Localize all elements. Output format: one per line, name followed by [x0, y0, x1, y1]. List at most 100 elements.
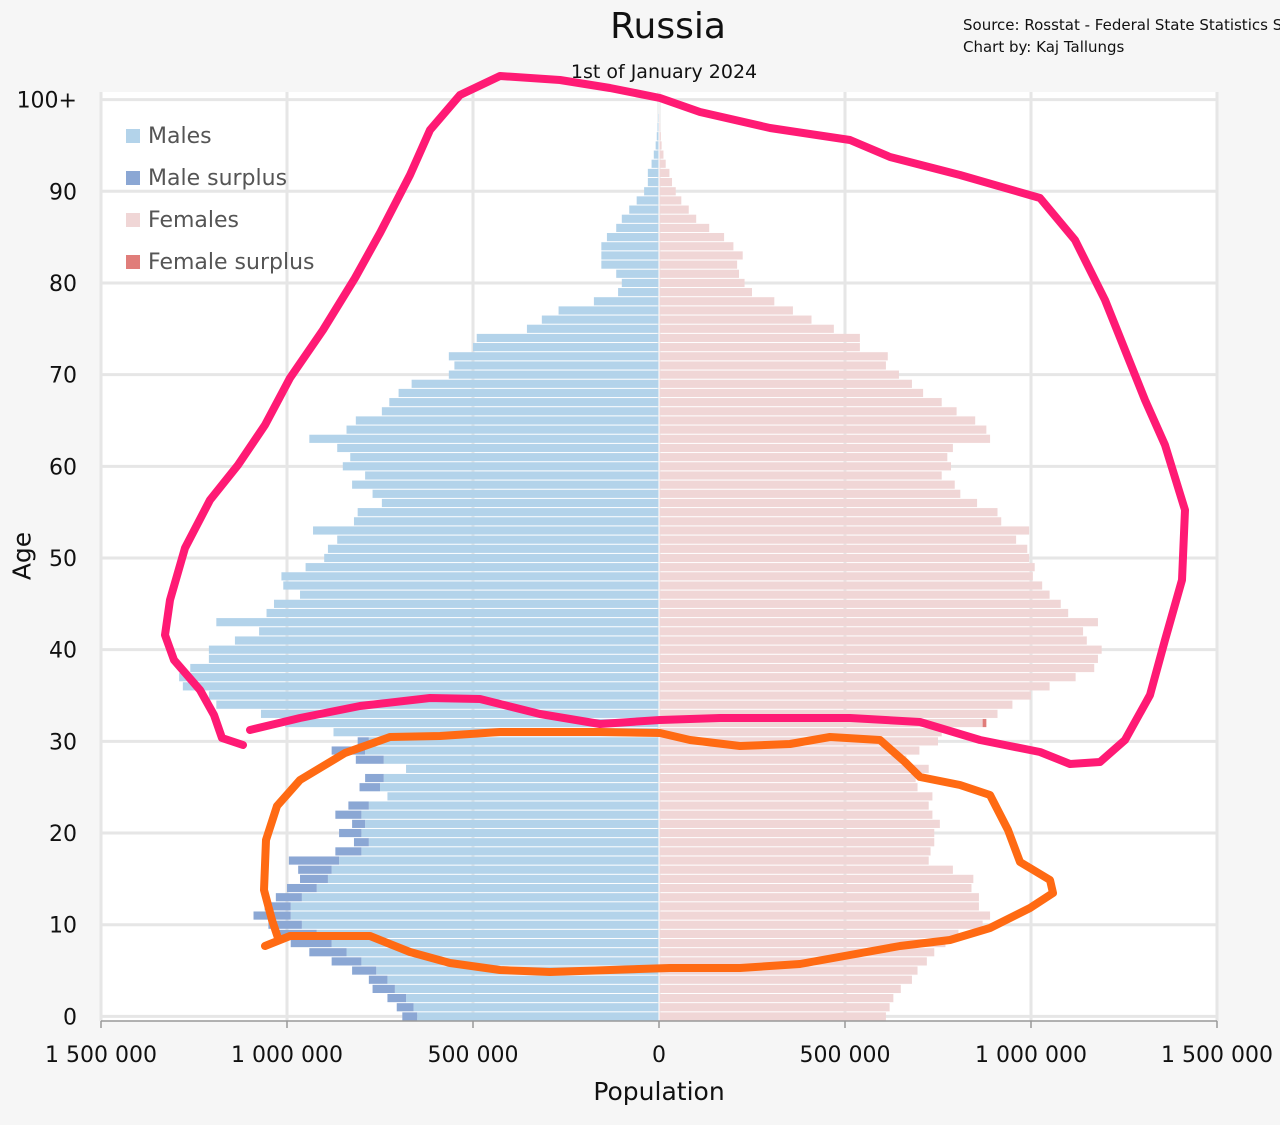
female-bar [659, 581, 1043, 590]
female-bar [659, 673, 1076, 682]
female-bar [659, 682, 1050, 691]
chart-legend: Males Male surplus Females Female surplu… [126, 115, 314, 283]
male-bar [618, 288, 659, 297]
male-surplus-bar [288, 856, 340, 865]
male-bar [601, 251, 659, 260]
male-bar [361, 847, 659, 856]
female-bar [659, 324, 834, 333]
female-bar [659, 783, 918, 792]
male-surplus-bar [287, 883, 317, 893]
male-bar [655, 141, 659, 150]
male-bar [651, 159, 659, 168]
female-bar [659, 893, 979, 902]
male-bar [301, 920, 659, 929]
female-bar [659, 187, 676, 196]
female-bar [659, 608, 1069, 618]
source-line: Source: Rosstat - Federal State Statisti… [963, 16, 1280, 34]
male-bar [387, 975, 659, 984]
legend-swatch-females [126, 213, 140, 227]
legend-label-females: Females [148, 207, 240, 233]
male-surplus-bar [359, 783, 380, 792]
female-bar [659, 709, 998, 718]
y-tick-label: 90 [49, 180, 77, 205]
male-bar [234, 636, 660, 645]
male-bar [616, 269, 659, 278]
female-surplus-bar [982, 718, 987, 728]
male-bar [473, 343, 659, 352]
male-bar [309, 434, 659, 443]
female-bar [659, 838, 935, 847]
male-bar [616, 223, 659, 233]
female-bar [659, 407, 957, 416]
female-bar [659, 471, 942, 480]
male-bar [380, 783, 659, 792]
male-surplus-bar [355, 755, 384, 764]
male-bar [331, 865, 659, 874]
female-bar [659, 618, 1098, 627]
y-tick-label: 50 [49, 547, 77, 572]
male-bar [387, 792, 659, 801]
y-axis-label: Age [7, 531, 37, 581]
legend-item-male-surplus: Male surplus [126, 157, 314, 199]
legend-item-female-surplus: Female surplus [126, 241, 314, 283]
legend-label-male-surplus: Male surplus [148, 165, 288, 191]
female-bar [659, 343, 860, 352]
female-bar [659, 865, 953, 874]
male-bar [290, 911, 659, 920]
pink-annotation-outline [161, 72, 1189, 768]
x-tick-label: 1 000 000 [231, 1043, 343, 1068]
male-bar [361, 828, 659, 838]
male-bar [368, 838, 659, 847]
female-bar [659, 333, 860, 343]
male-surplus-bar [353, 838, 369, 847]
male-bar [476, 333, 659, 343]
male-bar [448, 352, 659, 361]
female-bar [659, 517, 1002, 526]
x-tick-label: 1 500 000 [1161, 1043, 1273, 1068]
chart-title: Russia [610, 6, 726, 47]
y-tick-label: 20 [49, 822, 77, 847]
male-bar [653, 150, 659, 159]
male-bar [647, 178, 659, 187]
female-bar [659, 810, 933, 819]
male-bar [606, 233, 659, 242]
male-bar [381, 407, 659, 416]
male-surplus-bar [275, 893, 302, 902]
legend-item-males: Males [126, 115, 314, 157]
male-bar [327, 544, 659, 553]
male-bar [350, 453, 659, 462]
legend-swatch-male-surplus [126, 171, 140, 185]
female-bar [659, 269, 739, 278]
female-bar [659, 370, 899, 379]
female-bar [659, 948, 935, 957]
male-bar [352, 480, 659, 489]
female-bar [659, 599, 1061, 608]
orange-annotation-outline [260, 728, 1057, 976]
male-bar [383, 773, 659, 783]
female-bar [659, 480, 955, 489]
female-bar [659, 911, 991, 920]
y-tick-label: 70 [49, 364, 77, 389]
male-surplus-bar [348, 801, 369, 810]
male-bar [300, 590, 659, 599]
female-bar [659, 819, 940, 828]
y-tick-label: 60 [49, 455, 77, 480]
female-bar [659, 260, 738, 269]
female-bar [659, 288, 752, 297]
male-bar [301, 893, 659, 902]
male-bar [361, 957, 659, 966]
male-surplus-bar [309, 948, 347, 957]
female-bar [659, 535, 1017, 544]
male-bar [381, 498, 659, 508]
female-bar [659, 462, 952, 471]
female-bar [659, 645, 1102, 654]
male-bar [260, 709, 659, 718]
male-surplus-bar [290, 938, 332, 948]
male-bar [353, 517, 659, 526]
male-bar [601, 260, 659, 269]
male-bar [313, 526, 659, 535]
male-bar [372, 489, 659, 498]
male-bar [621, 278, 659, 288]
male-bar [342, 462, 659, 471]
female-bar [659, 196, 682, 205]
